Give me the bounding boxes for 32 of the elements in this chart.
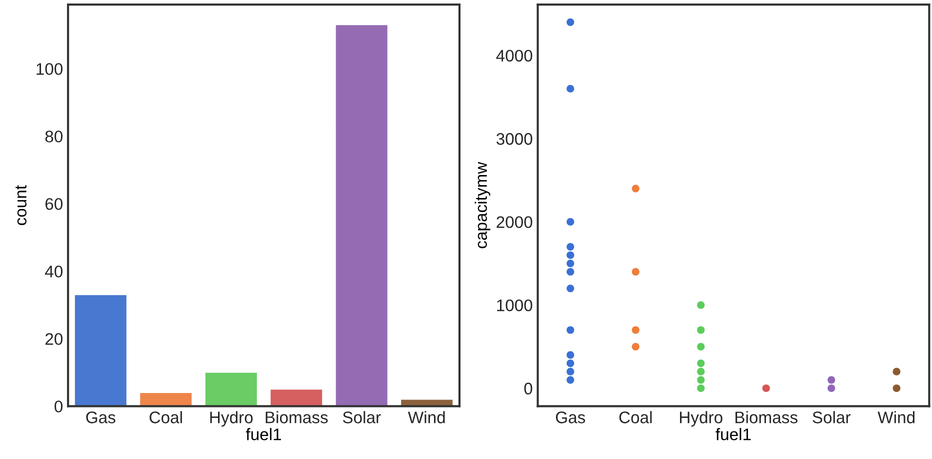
x-tick-label: Gas: [556, 412, 586, 424]
y-tick-label: 40: [45, 266, 63, 278]
x-tick-label: Solar: [342, 411, 381, 424]
x-axis-title: fuel1: [716, 428, 751, 440]
y-tick-label: 3000: [496, 133, 532, 145]
x-tick-label: Hydro: [210, 411, 253, 427]
x-tick-label: Wind: [408, 411, 445, 424]
y-tick-label: 60: [45, 198, 63, 210]
y-tick-label: 2000: [496, 216, 532, 228]
x-tick-label: Coal: [150, 411, 182, 424]
x-axis-title: fuel1: [246, 428, 282, 440]
x-tick-label: Biomass: [736, 411, 798, 424]
y-tick-label: 4000: [496, 50, 532, 62]
y-tick-label: 100: [36, 63, 63, 75]
bar: [270, 388, 323, 406]
y-tick-label: 1000: [497, 299, 532, 312]
bar: [74, 294, 128, 406]
y-tick-label: 0: [524, 382, 532, 394]
y-tick-label: 80: [45, 130, 63, 142]
y-tick-label: 20: [45, 333, 63, 345]
bar: [204, 372, 258, 406]
x-tick-label: Wind: [878, 411, 914, 424]
y-axis-title: capacitymw: [474, 162, 490, 248]
x-tick-label: Biomass: [266, 411, 328, 424]
x-tick-label: Hydro: [680, 411, 722, 427]
x-tick-label: Solar: [812, 411, 851, 424]
y-tick-label: 0: [54, 400, 63, 412]
x-tick-label: Gas: [86, 412, 116, 424]
y-axis-title: count: [16, 185, 27, 226]
bar: [139, 392, 192, 406]
x-tick-label: Coal: [619, 411, 652, 424]
bar: [335, 24, 388, 406]
